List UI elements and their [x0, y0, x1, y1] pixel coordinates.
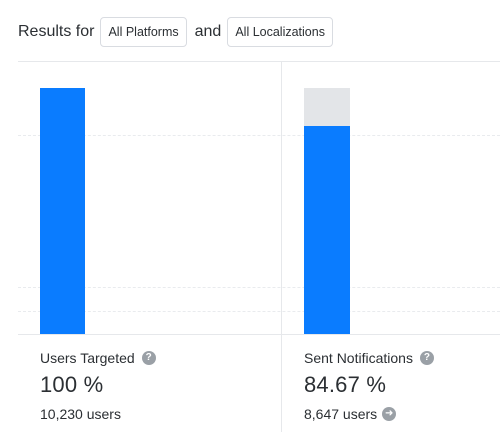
- users-targeted-count-row: 10,230 users: [40, 406, 156, 422]
- results-for-label: Results for: [18, 23, 95, 40]
- platform-filter-button[interactable]: All Platforms: [100, 17, 187, 47]
- users-targeted-label-row: Users Targeted ?: [40, 350, 156, 366]
- question-circle-icon[interactable]: ?: [141, 351, 156, 365]
- sent-notifications-bar-fill: [304, 125, 350, 334]
- sent-notifications-metric: Sent Notifications ? 84.67 % 8,647 users…: [304, 350, 434, 422]
- panel-bottom-divider: [18, 334, 500, 335]
- users-targeted-count: 10,230 users: [40, 406, 121, 422]
- users-targeted-bar-fill: [40, 88, 85, 334]
- sent-notifications-label: Sent Notifications: [304, 350, 413, 366]
- sent-notifications-bar: [304, 88, 350, 334]
- results-filter-bar: Results for All Platforms and All Locali…: [18, 17, 333, 47]
- chart-gridline: [18, 311, 500, 312]
- users-targeted-label: Users Targeted: [40, 350, 135, 366]
- panel-top-divider: [18, 61, 500, 62]
- panel-column-divider: [281, 62, 282, 432]
- users-targeted-value: 100 %: [40, 372, 104, 397]
- chart-gridline: [18, 135, 500, 136]
- localization-filter-button[interactable]: All Localizations: [227, 17, 333, 47]
- users-targeted-metric: Users Targeted ? 100 % 10,230 users: [40, 350, 156, 422]
- sent-notifications-value: 84.67 %: [304, 372, 387, 397]
- arrow-right-circle-icon[interactable]: ➜: [382, 407, 397, 421]
- sent-notifications-count-row: 8,647 users ➜: [304, 406, 434, 422]
- question-circle-icon[interactable]: ?: [419, 351, 434, 365]
- and-label: and: [194, 23, 222, 40]
- sent-notifications-count: 8,647 users: [304, 406, 378, 422]
- sent-notifications-label-row: Sent Notifications ?: [304, 350, 434, 366]
- chart-gridline: [18, 287, 500, 288]
- users-targeted-bar: [40, 88, 85, 334]
